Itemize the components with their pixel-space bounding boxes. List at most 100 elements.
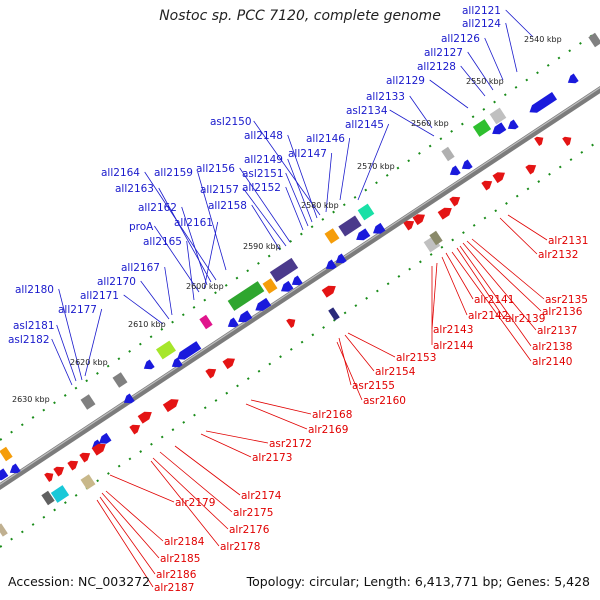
gene-box-7[interactable] (269, 257, 299, 283)
plus-strand-gene-arrow-7[interactable] (412, 211, 428, 226)
minus-strand-gene-label-asl2151[interactable]: asl2151 (242, 168, 284, 180)
plus-strand-gene-label-asr2160[interactable]: asr2160 (363, 395, 406, 407)
plus-strand-gene-label-alr2139[interactable]: alr2139 (505, 313, 545, 325)
minus-strand-gene-arrow-15[interactable] (175, 341, 202, 363)
plus-strand-gene-label-alr2174[interactable]: alr2174 (241, 490, 282, 502)
minus-strand-gene-arrow-16[interactable] (169, 357, 183, 370)
gene-box-14[interactable] (0, 446, 13, 462)
plus-strand-gene-arrow-5[interactable] (449, 193, 462, 207)
minus-strand-gene-label-asl2182[interactable]: asl2182 (8, 334, 50, 346)
minus-strand-gene-arrow-2[interactable] (505, 119, 519, 132)
gene-box-20[interactable] (80, 474, 96, 490)
plus-strand-gene-arrow-10[interactable] (286, 316, 298, 328)
minus-strand-gene-label-all2146[interactable]: all2146 (306, 133, 345, 145)
minus-strand-gene-arrow-1[interactable] (527, 91, 557, 116)
minus-strand-gene-arrow-6[interactable] (371, 222, 386, 237)
minus-strand-gene-label-all2171[interactable]: all2171 (80, 290, 119, 302)
plus-strand-gene-label-alr2138[interactable]: alr2138 (532, 341, 572, 353)
plus-strand-gene-arrow-18[interactable] (67, 457, 80, 471)
gene-box-5[interactable] (338, 215, 362, 237)
gene-box-18[interactable] (50, 485, 70, 503)
plus-strand-gene-label-alr2131[interactable]: alr2131 (548, 235, 588, 247)
plus-strand-gene-label-asr2172[interactable]: asr2172 (269, 438, 312, 450)
minus-strand-gene-arrow-8[interactable] (333, 253, 347, 266)
gene-box-19[interactable] (41, 490, 55, 506)
gene-box-13[interactable] (80, 394, 96, 410)
plus-strand-gene-arrow-8[interactable] (403, 217, 416, 231)
minus-strand-gene-label-all2129[interactable]: all2129 (386, 75, 425, 87)
minus-strand-gene-label-all2162[interactable]: all2162 (138, 202, 177, 214)
minus-strand-gene-arrow-3[interactable] (490, 122, 507, 137)
plus-strand-gene-label-asr2155[interactable]: asr2155 (352, 380, 395, 392)
minus-strand-gene-label-all2156[interactable]: all2156 (196, 163, 235, 175)
gene-box-6[interactable] (324, 228, 340, 244)
plus-strand-gene-arrow-19[interactable] (53, 463, 66, 477)
minus-strand-gene-label-all2152[interactable]: all2152 (242, 182, 281, 194)
minus-strand-gene-arrow-5[interactable] (447, 165, 461, 178)
plus-strand-gene-label-alr2154[interactable]: alr2154 (375, 366, 416, 378)
plus-strand-gene-label-alr2168[interactable]: alr2168 (312, 409, 352, 421)
minus-strand-gene-arrow-13[interactable] (236, 310, 253, 325)
plus-strand-gene-label-alr2187[interactable]: alr2187 (154, 582, 194, 594)
minus-strand-gene-label-proA[interactable]: proA (129, 221, 154, 233)
minus-strand-gene-arrow-12[interactable] (253, 297, 272, 314)
plus-strand-gene-label-alr2137[interactable]: alr2137 (537, 325, 577, 337)
minus-strand-gene-arrow-9[interactable] (323, 259, 337, 272)
gene-box-0[interactable] (588, 32, 600, 48)
minus-strand-gene-label-all2133[interactable]: all2133 (366, 91, 405, 103)
minus-strand-gene-label-all2121[interactable]: all2121 (462, 5, 501, 17)
gene-box-1[interactable] (489, 107, 507, 125)
minus-strand-gene-label-all2128[interactable]: all2128 (417, 61, 456, 73)
plus-strand-gene-label-alr2184[interactable]: alr2184 (164, 536, 205, 548)
gene-box-11[interactable] (156, 340, 176, 360)
plus-strand-gene-label-alr2175[interactable]: alr2175 (233, 507, 273, 519)
minus-strand-gene-arrow-18[interactable] (121, 393, 135, 406)
plus-strand-gene-label-alr2153[interactable]: alr2153 (396, 352, 436, 364)
gene-box-8[interactable] (227, 281, 265, 311)
minus-strand-gene-arrow-11[interactable] (279, 280, 294, 295)
plus-strand-gene-label-alr2186[interactable]: alr2186 (156, 569, 197, 581)
gene-box-21[interactable] (0, 523, 8, 537)
plus-strand-gene-arrow-9[interactable] (321, 282, 339, 298)
plus-strand-gene-arrow-1[interactable] (562, 134, 574, 146)
plus-strand-gene-label-alr2178[interactable]: alr2178 (220, 541, 260, 553)
minus-strand-gene-label-asl2181[interactable]: asl2181 (13, 320, 55, 332)
plus-strand-gene-label-alr2140[interactable]: alr2140 (532, 356, 572, 368)
plus-strand-gene-label-alr2176[interactable]: alr2176 (229, 524, 270, 536)
plus-strand-gene-label-alr2136[interactable]: alr2136 (542, 306, 583, 318)
plus-strand-gene-label-alr2132[interactable]: alr2132 (538, 249, 578, 261)
minus-strand-gene-label-all2157[interactable]: all2157 (200, 184, 239, 196)
minus-strand-gene-label-all2158[interactable]: all2158 (208, 200, 247, 212)
minus-strand-gene-arrow-0[interactable] (565, 73, 579, 86)
gene-box-12[interactable] (112, 372, 128, 388)
minus-strand-gene-arrow-10[interactable] (289, 275, 303, 288)
plus-strand-gene-arrow-14[interactable] (137, 408, 155, 424)
minus-strand-gene-arrow-19[interactable] (97, 432, 112, 447)
plus-strand-gene-arrow-11[interactable] (222, 355, 238, 370)
plus-strand-gene-arrow-15[interactable] (129, 421, 142, 435)
minus-strand-gene-label-asl2134[interactable]: asl2134 (346, 105, 388, 117)
minus-strand-gene-label-all2127[interactable]: all2127 (424, 47, 463, 59)
plus-strand-gene-label-alr2169[interactable]: alr2169 (308, 424, 348, 436)
minus-strand-gene-label-all2159[interactable]: all2159 (154, 167, 193, 179)
minus-strand-gene-arrow-4[interactable] (459, 159, 473, 172)
minus-strand-gene-label-all2148[interactable]: all2148 (244, 130, 283, 142)
gene-box-9[interactable] (262, 278, 278, 294)
plus-strand-gene-label-alr2185[interactable]: alr2185 (160, 553, 200, 565)
plus-strand-gene-label-alr2143[interactable]: alr2143 (433, 324, 473, 336)
minus-strand-gene-arrow-14[interactable] (225, 317, 239, 330)
minus-strand-gene-label-all2165[interactable]: all2165 (143, 236, 182, 248)
gene-box-16[interactable] (429, 230, 443, 246)
plus-strand-gene-label-alr2142[interactable]: alr2142 (468, 310, 508, 322)
minus-strand-gene-arrow-17[interactable] (141, 359, 155, 372)
plus-strand-gene-arrow-2[interactable] (525, 161, 538, 175)
gene-box-3[interactable] (441, 146, 455, 162)
minus-strand-gene-label-all2177[interactable]: all2177 (58, 304, 97, 316)
minus-strand-gene-label-all2163[interactable]: all2163 (115, 183, 154, 195)
plus-strand-gene-arrow-13[interactable] (162, 396, 181, 413)
plus-strand-gene-arrow-16[interactable] (91, 440, 109, 456)
plus-strand-gene-arrow-6[interactable] (437, 204, 455, 220)
minus-strand-gene-label-all2167[interactable]: all2167 (121, 262, 160, 274)
gene-box-17[interactable] (328, 307, 340, 321)
plus-strand-gene-arrow-3[interactable] (492, 169, 508, 184)
